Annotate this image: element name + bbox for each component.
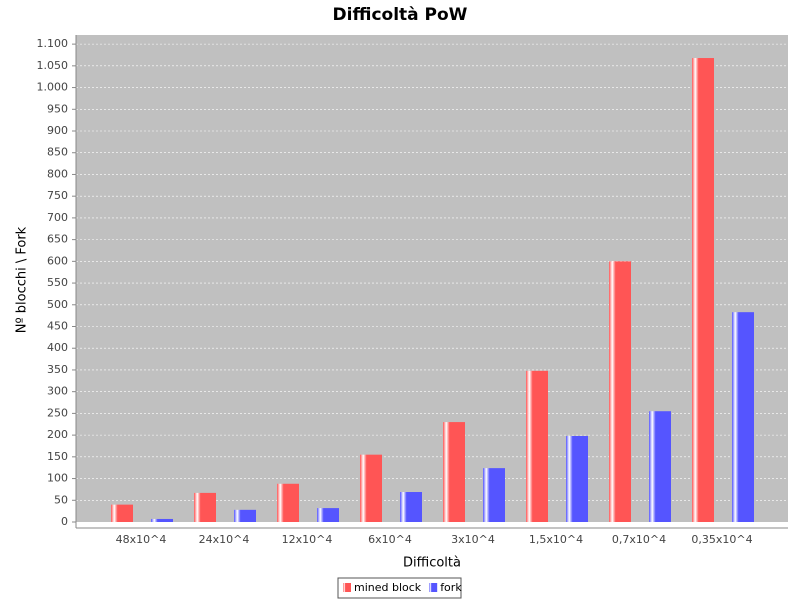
y-tick-label: 600 xyxy=(47,254,68,267)
bar xyxy=(111,504,133,522)
bar xyxy=(483,468,505,522)
y-tick-label: 550 xyxy=(47,276,68,289)
bar xyxy=(526,370,548,522)
y-tick-label: 450 xyxy=(47,320,68,333)
bar xyxy=(649,411,671,522)
y-tick-label: 750 xyxy=(47,189,68,202)
y-tick-label: 850 xyxy=(47,146,68,159)
y-tick-label: 900 xyxy=(47,124,68,137)
legend-swatch xyxy=(429,583,438,592)
x-tick-label: 12x10^4 xyxy=(282,533,333,546)
y-tick-label: 250 xyxy=(47,406,68,419)
bar xyxy=(609,261,631,522)
legend-swatch xyxy=(343,583,351,592)
y-tick-label: 950 xyxy=(47,102,68,115)
bar xyxy=(566,435,588,522)
bar xyxy=(443,422,465,522)
y-tick-label: 400 xyxy=(47,341,68,354)
y-tick-label: 100 xyxy=(47,472,68,485)
y-tick-label: 700 xyxy=(47,211,68,224)
bar xyxy=(692,58,714,523)
bar xyxy=(277,483,299,522)
bar xyxy=(151,518,173,522)
x-axis-label: Difficoltà xyxy=(403,556,461,571)
y-tick-label: 1.050 xyxy=(37,59,69,72)
y-tick-label: 300 xyxy=(47,385,68,398)
y-tick-label: 150 xyxy=(47,450,68,463)
y-tick-label: 650 xyxy=(47,233,68,246)
y-axis-label: Nº blocchi \ Fork xyxy=(15,226,30,333)
bar xyxy=(317,508,339,522)
bar xyxy=(400,492,422,522)
chart-title: Difficoltà PoW xyxy=(333,5,468,25)
x-tick-label: 1,5x10^4 xyxy=(529,533,583,546)
y-tick-label: 0 xyxy=(61,515,68,528)
legend-label: mined block xyxy=(354,581,422,594)
x-tick-label: 0,7x10^4 xyxy=(612,533,666,546)
bar xyxy=(360,454,382,522)
x-tick-label: 48x10^4 xyxy=(116,533,167,546)
y-tick-label: 1.000 xyxy=(37,81,69,94)
x-tick-label: 6x10^4 xyxy=(368,533,412,546)
y-tick-label: 1.100 xyxy=(37,37,69,50)
y-tick-label: 50 xyxy=(54,493,68,506)
x-tick-label: 24x10^4 xyxy=(199,533,250,546)
bar xyxy=(234,509,256,522)
x-tick-label: 0,35x10^4 xyxy=(691,533,752,546)
y-tick-label: 200 xyxy=(47,428,68,441)
bar xyxy=(732,312,754,522)
y-tick-label: 800 xyxy=(47,167,68,180)
x-tick-label: 3x10^4 xyxy=(451,533,495,546)
legend-label: fork xyxy=(440,581,462,594)
bar xyxy=(194,492,216,522)
y-tick-label: 350 xyxy=(47,363,68,376)
plot-area xyxy=(76,35,788,522)
y-tick-label: 500 xyxy=(47,298,68,311)
